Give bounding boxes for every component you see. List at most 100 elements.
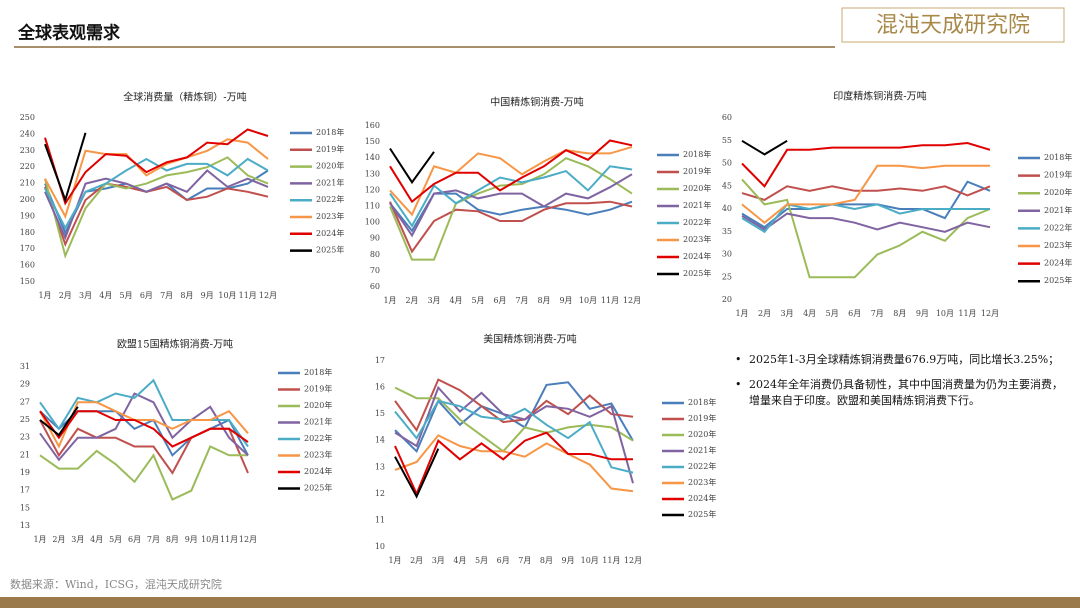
x-tick-label: 10月: [579, 296, 597, 305]
legend-label: 2022年: [1044, 222, 1072, 232]
series-line: [44, 128, 269, 206]
note-text: 2025年1-3月全球精炼铜消费量676.9万吨，同比增长3.25%；: [749, 353, 1060, 366]
x-tick-label: 1月: [33, 535, 46, 544]
series-line: [44, 169, 269, 241]
legend-label: 2025年: [683, 268, 711, 278]
x-tick-label: 2月: [758, 309, 771, 318]
x-tick-label: 5月: [109, 535, 122, 544]
y-tick-label: 160: [365, 121, 380, 130]
legend-label: 2022年: [304, 433, 332, 443]
series-line: [389, 147, 435, 185]
x-tick-label: 5月: [471, 296, 484, 305]
series-line: [741, 141, 991, 188]
legend-label: 2021年: [316, 177, 344, 187]
y-tick-label: 70: [370, 266, 380, 275]
series-line: [389, 145, 633, 217]
series-line: [741, 164, 990, 224]
y-tick-label: 13: [375, 462, 385, 471]
x-tick-label: 7月: [515, 296, 528, 305]
y-tick-label: 190: [20, 211, 35, 220]
note: • 2024年全年消费仍具备韧性，其中中国消费量为仍为主要消费，增量来自于印度。欧…: [735, 378, 1063, 407]
series-line: [741, 139, 788, 156]
x-tick-label: 11月: [602, 556, 620, 565]
series-line: [44, 138, 269, 219]
x-tick-label: 5月: [475, 556, 488, 565]
y-tick-label: 110: [365, 202, 380, 211]
series-line: [394, 431, 633, 497]
x-tick-label: 4月: [803, 309, 816, 318]
y-tick-label: 25: [722, 272, 732, 281]
y-tick-label: 55: [722, 136, 732, 145]
y-tick-label: 27: [20, 397, 30, 406]
series-line: [394, 434, 634, 493]
y-tick-label: 40: [722, 204, 732, 213]
x-tick-label: 11月: [601, 296, 619, 305]
legend-label: 2018年: [683, 149, 711, 159]
x-tick-label: 8月: [180, 291, 193, 300]
x-tick-label: 1月: [388, 556, 401, 565]
legend-label: 2019年: [683, 166, 711, 176]
x-tick-label: 10月: [936, 309, 954, 318]
y-tick-label: 200: [20, 195, 35, 204]
x-tick-label: 1月: [383, 296, 396, 305]
legend-label: 2018年: [1044, 152, 1072, 162]
y-tick-label: 230: [20, 146, 35, 155]
y-tick-label: 10: [375, 542, 385, 551]
y-tick-label: 220: [20, 162, 35, 171]
x-tick-label: 10月: [201, 535, 219, 544]
series-line: [389, 165, 633, 228]
chart-title: 欧盟15国精炼铜消费-万吨: [117, 338, 233, 351]
x-tick-label: 4月: [449, 296, 462, 305]
x-tick-label: 2月: [410, 556, 423, 565]
series-line: [394, 399, 634, 474]
x-tick-label: 3月: [71, 535, 84, 544]
y-tick-label: 30: [722, 250, 732, 259]
legend-label: 2023年: [316, 211, 344, 221]
legend-label: 2018年: [316, 127, 344, 137]
y-tick-label: 23: [20, 433, 30, 442]
note: • 2025年1-3月全球精炼铜消费量676.9万吨，同比增长3.25%；: [735, 353, 1060, 366]
legend-label: 2020年: [304, 400, 332, 410]
x-tick-label: 3月: [432, 556, 445, 565]
x-tick-label: 8月: [537, 296, 550, 305]
series-line: [394, 378, 634, 433]
legend-label: 2018年: [688, 397, 716, 407]
x-tick-label: 3月: [781, 309, 794, 318]
x-tick-label: 6月: [848, 309, 861, 318]
series-line: [741, 178, 991, 279]
legend-label: 2025年: [688, 509, 716, 519]
y-tick-label: 17: [20, 486, 30, 495]
source: 数据来源：Wind，ICSG，混沌天成研究院: [10, 577, 222, 591]
chart-title: 印度精炼铜消费-万吨: [833, 90, 926, 103]
legend-label: 2023年: [304, 450, 332, 460]
legend-label: 2021年: [1044, 205, 1072, 215]
x-tick-label: 7月: [518, 556, 531, 565]
x-tick-label: 9月: [916, 309, 929, 318]
legend-label: 2022年: [316, 194, 344, 204]
legend-label: 2024年: [1044, 258, 1072, 268]
x-tick-label: 6月: [140, 291, 153, 300]
series-line: [741, 185, 991, 201]
y-tick-label: 45: [722, 181, 732, 190]
series-line: [741, 212, 991, 233]
series-line: [39, 392, 249, 462]
chart-title: 全球消费量（精炼铜）-万吨: [123, 91, 246, 104]
series-line: [389, 139, 633, 204]
y-tick-label: 140: [365, 153, 380, 162]
logo-box: [841, 7, 1065, 43]
y-tick-label: 25: [20, 415, 30, 424]
y-tick-label: 29: [20, 380, 30, 389]
legend-label: 2025年: [316, 245, 344, 255]
y-tick-label: 14: [375, 436, 385, 445]
x-tick-label: 1月: [38, 291, 51, 300]
y-tick-label: 80: [370, 250, 380, 259]
legend-label: 2024年: [304, 466, 332, 476]
x-tick-label: 12月: [239, 535, 257, 544]
x-tick-label: 7月: [160, 291, 173, 300]
x-tick-label: 3月: [79, 291, 92, 300]
x-tick-label: 11月: [958, 309, 976, 318]
y-tick-label: 17: [375, 356, 385, 365]
y-tick-label: 240: [20, 129, 35, 138]
chart-title: 美国精炼铜消费-万吨: [483, 333, 576, 346]
